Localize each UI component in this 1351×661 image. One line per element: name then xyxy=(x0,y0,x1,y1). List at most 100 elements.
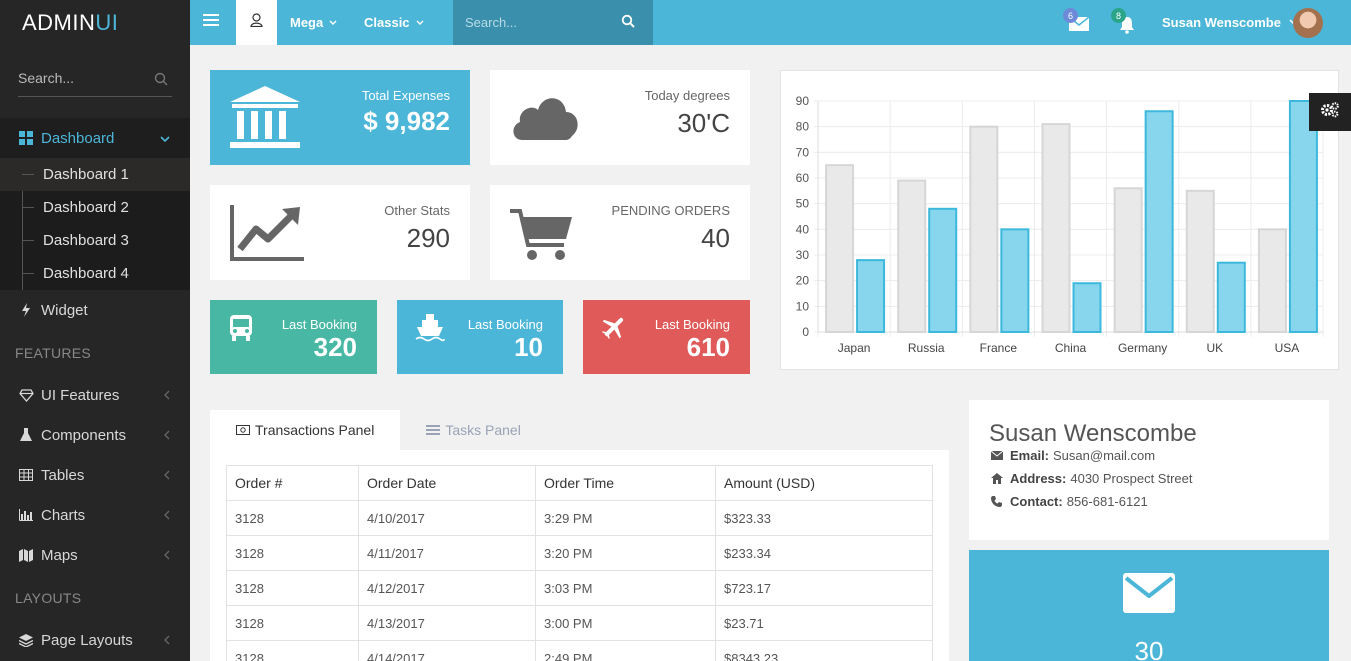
cell-time: 3:20 PM xyxy=(535,535,716,571)
dashboard-submenu: Dashboard 1 Dashboard 2 Dashboard 3 Dash… xyxy=(0,158,190,290)
gears-icon xyxy=(1320,101,1340,124)
x-tick-label: Germany xyxy=(1118,341,1167,355)
table-header-row: Order # Order Date Order Time Amount (US… xyxy=(226,465,933,501)
search-icon[interactable] xyxy=(621,14,635,33)
address-label: Address: xyxy=(1010,471,1067,486)
column-header-amount[interactable]: Amount (USD) xyxy=(715,465,933,501)
mail-notification-button[interactable]: 6 xyxy=(1063,8,1091,36)
table-row[interactable]: 3128 4/10/2017 3:29 PM $323.33 xyxy=(226,500,933,536)
mega-menu-button[interactable]: Mega xyxy=(290,0,337,45)
bar-japan-b xyxy=(856,259,886,333)
y-tick-label: 0 xyxy=(802,325,809,339)
layers-icon xyxy=(18,633,34,647)
bell-badge: 8 xyxy=(1111,8,1126,23)
chevron-down-icon xyxy=(160,130,170,147)
sidebar-item-maps[interactable]: Maps xyxy=(0,535,190,575)
sidebar-item-components[interactable]: Components xyxy=(0,415,190,455)
column-header-order[interactable]: Order # xyxy=(226,465,359,501)
user-menu-button[interactable]: Susan Wenscombe xyxy=(1162,0,1299,45)
bar-usa-b xyxy=(1288,100,1318,333)
y-tick-label: 80 xyxy=(796,120,810,134)
other-stats-card: Other Stats 290 xyxy=(210,185,470,280)
brand-main: ADMIN xyxy=(22,9,96,35)
email-value[interactable]: Susan@mail.com xyxy=(1053,448,1156,463)
sidebar-item-charts[interactable]: Charts xyxy=(0,495,190,535)
chevron-down-icon xyxy=(416,20,424,26)
chevron-left-icon xyxy=(164,507,170,524)
sidebar-item-label: Charts xyxy=(41,506,86,524)
tab-tasks[interactable]: Tasks Panel xyxy=(400,410,546,450)
map-icon xyxy=(18,548,34,562)
brand-logo[interactable]: ADMIN UI xyxy=(0,0,190,45)
sidebar-item-page-layouts[interactable]: Page Layouts xyxy=(0,620,190,660)
sidebar-subitem-dashboard-2[interactable]: Dashboard 2 xyxy=(0,191,190,224)
column-header-date[interactable]: Order Date xyxy=(358,465,536,501)
table-row[interactable]: 3128 4/14/2017 2:49 PM $8343.23 xyxy=(226,640,933,661)
last-booking-bus-card: Last Booking 320 xyxy=(210,300,377,374)
sidebar-search-input[interactable] xyxy=(18,63,172,93)
cell-order: 3128 xyxy=(226,640,359,661)
last-booking-plane-card: Last Booking 610 xyxy=(583,300,750,374)
phone-icon xyxy=(991,496,1005,507)
bar-chart-svg: 0 10 20 30 40 50 60 70 80 90 Japan Russia France Chin… xyxy=(796,94,1324,355)
settings-button[interactable] xyxy=(1309,93,1351,131)
y-tick-label: 70 xyxy=(796,145,810,159)
table-row[interactable]: 3128 4/12/2017 3:03 PM $723.17 xyxy=(226,570,933,606)
hamburger-menu-icon[interactable] xyxy=(202,12,222,32)
cell-time: 3:00 PM xyxy=(535,605,716,641)
sidebar-subitem-dashboard-3[interactable]: Dashboard 3 xyxy=(0,224,190,257)
panel-body: Order # Order Date Order Time Amount (US… xyxy=(210,450,949,661)
cell-amount: $8343.23 xyxy=(715,640,933,661)
chevron-left-icon xyxy=(164,632,170,649)
bar-france-b xyxy=(1000,228,1030,333)
x-tick-label: Japan xyxy=(838,341,871,355)
cell-amount: $233.34 xyxy=(715,535,933,571)
sidebar-item-label: Tables xyxy=(41,466,85,484)
bar-germany-a xyxy=(1113,187,1143,334)
degrees-label: Today degrees xyxy=(644,88,730,103)
bar-germany-b xyxy=(1144,110,1174,334)
cell-time: 3:03 PM xyxy=(535,570,716,606)
column-header-time[interactable]: Order Time xyxy=(535,465,716,501)
sidebar-item-ui-features[interactable]: UI Features xyxy=(0,375,190,415)
bell-notification-button[interactable]: 8 xyxy=(1111,8,1139,36)
chevron-left-icon xyxy=(164,427,170,444)
profile-card: Susan Wenscombe Email: Susan@mail.com Ad… xyxy=(969,400,1329,540)
x-tick-label: UK xyxy=(1206,341,1223,355)
x-tick-label: France xyxy=(980,341,1018,355)
avatar[interactable] xyxy=(1293,8,1323,38)
cell-order: 3128 xyxy=(226,570,359,606)
sidebar-item-label: Components xyxy=(41,426,127,444)
chevron-left-icon xyxy=(164,387,170,404)
y-tick-label: 60 xyxy=(796,171,810,185)
sidebar-item-widget[interactable]: Widget xyxy=(0,290,190,330)
table-row[interactable]: 3128 4/13/2017 3:00 PM $23.71 xyxy=(226,605,933,641)
table-row[interactable]: 3128 4/11/2017 3:20 PM $233.34 xyxy=(226,535,933,571)
tab-label: Transactions Panel xyxy=(255,422,375,438)
user-tab-button[interactable] xyxy=(236,0,277,45)
table-icon xyxy=(18,469,34,481)
sidebar-subitem-dashboard-1[interactable]: Dashboard 1 xyxy=(0,158,190,191)
booking-plane-label: Last Booking xyxy=(654,317,730,332)
sidebar-subitem-dashboard-4[interactable]: Dashboard 4 xyxy=(0,257,190,290)
diamond-icon xyxy=(18,388,34,402)
mail-count-value: 30 xyxy=(1134,636,1164,661)
topbar-search-input[interactable] xyxy=(465,12,615,32)
cell-amount: $323.33 xyxy=(715,500,933,536)
chevron-down-icon xyxy=(329,20,337,26)
y-tick-label: 50 xyxy=(796,197,810,211)
profile-email: Email: Susan@mail.com xyxy=(991,448,1155,463)
email-label: Email: xyxy=(1010,448,1050,463)
tab-transactions[interactable]: Transactions Panel xyxy=(210,410,401,450)
cell-amount: $723.17 xyxy=(715,570,933,606)
sidebar-item-dashboard[interactable]: Dashboard xyxy=(0,118,190,158)
transactions-panel: Transactions Panel Tasks Panel Order # O… xyxy=(210,410,949,661)
classic-menu-button[interactable]: Classic xyxy=(364,0,424,45)
x-tick-label: USA xyxy=(1275,341,1300,355)
bar-russia-b xyxy=(928,207,958,333)
search-icon[interactable] xyxy=(154,72,168,91)
booking-plane-value: 610 xyxy=(686,332,730,362)
cell-time: 2:49 PM xyxy=(535,640,716,661)
sidebar-item-tables[interactable]: Tables xyxy=(0,455,190,495)
